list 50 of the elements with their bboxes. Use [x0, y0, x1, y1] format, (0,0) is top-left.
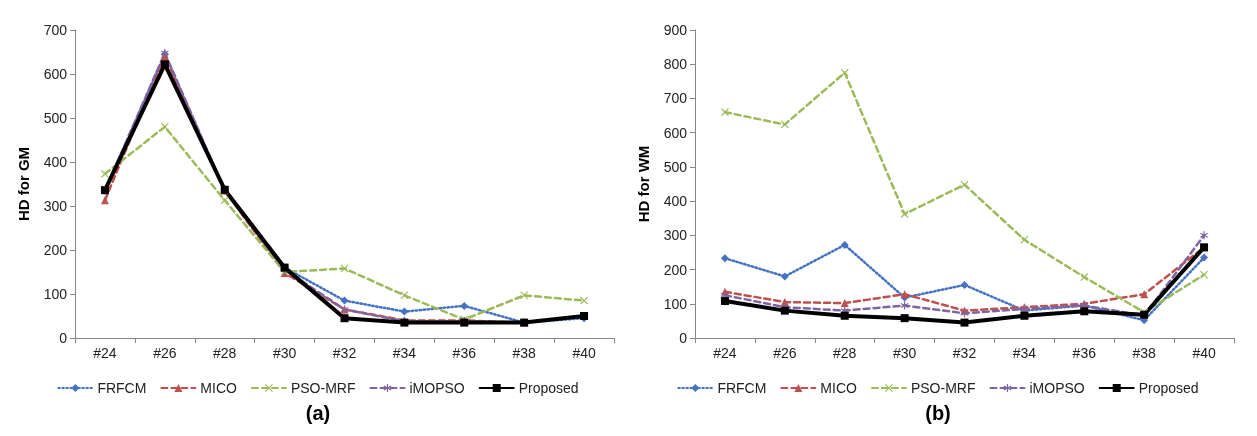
y-tick-label: 600 [663, 124, 688, 141]
x-tick-label: #32 [332, 345, 357, 361]
y-tick-label: 200 [43, 242, 68, 258]
y-tick-label: 500 [43, 110, 68, 126]
legend-label: MICO [200, 380, 238, 396]
y-tick-label: 300 [43, 198, 68, 214]
legend-label: MICO [820, 380, 858, 396]
x-tick-label: #30 [892, 345, 917, 361]
y-tick-label: 300 [663, 227, 688, 244]
y-axis-title: HD for WM [635, 145, 652, 223]
text: (a) [305, 402, 331, 424]
legend-label: FRFCM [97, 380, 147, 396]
y-tick-label: 100 [663, 295, 688, 312]
y-tick-label: 500 [663, 158, 688, 175]
y-tick-label: 0 [59, 330, 68, 346]
x-tick-label: #34 [1012, 345, 1037, 361]
x-tick-label: #40 [572, 345, 596, 361]
legend-label: PSO-MRF [290, 380, 356, 396]
y-tick-label: 700 [663, 90, 688, 107]
text: (b) [925, 402, 951, 424]
y-tick-label: 700 [43, 22, 68, 38]
y-tick-label: 0 [679, 330, 688, 346]
x-tick-label: #36 [1072, 345, 1097, 361]
y-tick-label: 400 [663, 193, 688, 210]
x-tick-label: #26 [773, 345, 797, 361]
x-tick-label: #32 [952, 345, 977, 361]
x-tick-label: #24 [713, 345, 737, 361]
x-tick-label: #26 [153, 345, 177, 361]
x-tick-label: #28 [833, 345, 857, 361]
x-tick-label: #24 [93, 345, 117, 361]
legend-label: PSO-MRF [910, 380, 976, 396]
y-tick-label: 400 [43, 154, 68, 170]
legend-label: iMOPSO [1029, 380, 1085, 396]
legend-label: Proposed [1138, 380, 1199, 396]
y-axis-title: HD for GM [15, 146, 32, 222]
x-tick-label: #38 [1132, 345, 1157, 361]
x-tick-label: #30 [272, 345, 297, 361]
x-tick-label: #36 [452, 345, 477, 361]
x-tick-label: #38 [512, 345, 537, 361]
y-tick-label: 100 [43, 286, 68, 302]
legend-label: Proposed [518, 380, 579, 396]
x-tick-label: #28 [213, 345, 237, 361]
y-tick-label: 900 [663, 22, 688, 38]
y-tick-label: 600 [43, 66, 68, 82]
x-tick-label: #34 [392, 345, 417, 361]
legend-label: FRFCM [717, 380, 767, 396]
y-tick-label: 200 [663, 261, 688, 278]
x-tick-label: #40 [1192, 345, 1216, 361]
legend-label: iMOPSO [409, 380, 465, 396]
y-tick-label: 800 [663, 56, 688, 73]
